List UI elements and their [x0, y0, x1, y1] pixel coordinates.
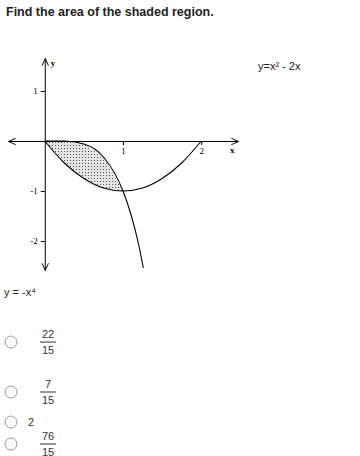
denominator: 15 — [42, 394, 54, 406]
curve — [45, 141, 144, 268]
numerator: 76 — [42, 430, 54, 442]
numerator: 22 — [42, 328, 54, 340]
answer-option[interactable]: 715 — [5, 378, 56, 406]
shaded-region — [45, 141, 123, 191]
answer-option[interactable]: 2215 — [5, 328, 56, 356]
tick-label: -1 — [30, 186, 38, 196]
answer-option[interactable]: 2 — [5, 416, 34, 428]
tick-label: 1 — [121, 146, 126, 156]
numerator: 7 — [45, 378, 51, 390]
y-axis-title: y — [51, 58, 56, 68]
page: Find the area of the shaded region.12-2-… — [0, 0, 360, 456]
equation-label: y=x² - 2x — [258, 60, 301, 72]
fraction-bar — [40, 444, 56, 445]
fraction-bar — [40, 342, 56, 343]
x-axis-title: x — [230, 145, 235, 155]
tick-mark — [41, 241, 45, 242]
equation-label: y = -x⁴ — [4, 286, 36, 298]
answer-option[interactable]: 7615 — [5, 430, 56, 456]
axis-line — [45, 59, 46, 271]
option-text: 2 — [28, 416, 34, 428]
radio-button[interactable] — [5, 336, 17, 348]
tick-label: -2 — [30, 236, 38, 246]
tick-label: 1 — [33, 86, 38, 96]
tick-label: 2 — [199, 146, 204, 156]
tick-mark — [41, 191, 45, 192]
radio-button[interactable] — [5, 438, 17, 450]
x-axis: 12 — [9, 141, 239, 156]
tick: 1 — [33, 86, 45, 96]
fraction-bar — [40, 392, 56, 393]
tick: -1 — [30, 186, 45, 196]
y-axis: -2 -1 1 — [30, 59, 45, 271]
curve — [45, 141, 201, 191]
tick-mark — [41, 91, 45, 92]
radio-button[interactable] — [5, 416, 17, 428]
tick: -2 — [30, 236, 45, 246]
question: Find the area of the shaded region. — [6, 5, 214, 19]
tick-mark — [201, 141, 202, 145]
tick: 2 — [199, 141, 204, 156]
denominator: 15 — [42, 446, 54, 456]
plot-area — [45, 141, 201, 268]
radio-button[interactable] — [5, 386, 17, 398]
tick: 1 — [121, 141, 126, 156]
tick-mark — [123, 141, 124, 145]
denominator: 15 — [42, 344, 54, 356]
